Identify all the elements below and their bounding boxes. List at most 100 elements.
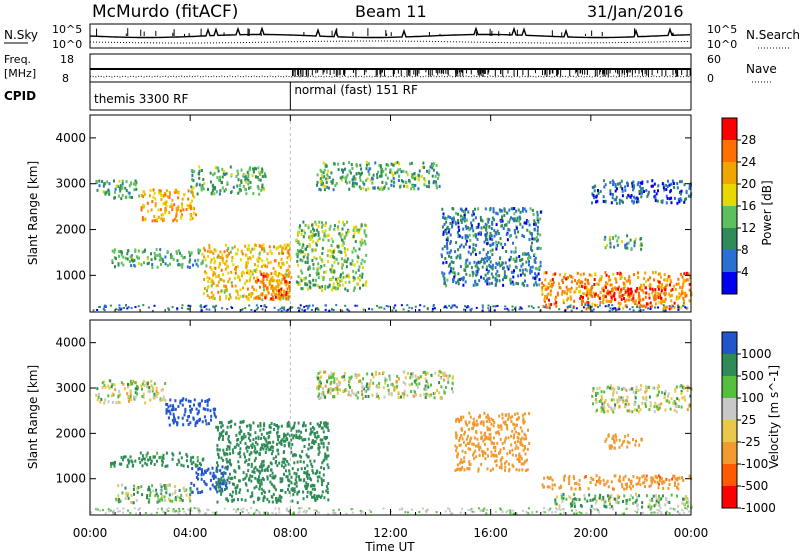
scatter-cell <box>508 264 511 268</box>
scatter-cell <box>309 230 312 234</box>
scatter-cell <box>342 168 345 172</box>
scatter-cell <box>252 438 255 441</box>
scatter-cell <box>634 289 637 293</box>
scatter-cell <box>531 237 534 241</box>
scatter-cell <box>161 494 163 498</box>
scatter-cell <box>253 288 255 291</box>
scatter-cell <box>246 271 249 275</box>
ground-scatter-cell <box>298 309 301 312</box>
ground-scatter-cell <box>283 308 286 311</box>
scatter-cell <box>528 260 530 263</box>
scatter-cell <box>309 427 312 431</box>
ground-scatter-cell <box>414 305 417 308</box>
scatter-cell <box>239 441 242 445</box>
scatter-cell <box>567 296 570 300</box>
scatter-cell <box>256 184 259 188</box>
scatter-cell <box>118 250 121 253</box>
scatter-cell <box>197 248 200 252</box>
scatter-cell <box>657 184 660 188</box>
scatter-cell <box>257 178 260 182</box>
scatter-cell <box>312 483 315 487</box>
ground-scatter-cell <box>115 308 118 311</box>
scatter-cell <box>651 271 654 275</box>
scatter-cell <box>325 181 328 184</box>
scatter-cell <box>361 272 364 276</box>
scatter-cell <box>662 286 665 290</box>
scatter-cell <box>320 494 323 498</box>
scatter-cell <box>177 196 180 200</box>
scatter-cell <box>440 253 443 257</box>
scatter-cell <box>206 403 209 407</box>
scatter-cell <box>301 271 304 275</box>
scatter-cell <box>260 465 263 469</box>
scatter-cell <box>325 457 328 461</box>
scatter-cell <box>204 482 207 486</box>
scatter-cell <box>603 238 606 241</box>
ground-scatter-cell <box>260 305 263 307</box>
scatter-cell <box>285 246 288 250</box>
scatter-cell <box>396 170 399 174</box>
ground-scatter-cell <box>226 308 229 310</box>
scatter-cell <box>324 455 327 459</box>
scatter-cell <box>227 280 230 284</box>
scatter-cell <box>490 450 493 454</box>
scatter-cell <box>526 269 529 273</box>
scatter-cell <box>460 277 463 281</box>
scatter-cell <box>223 453 226 457</box>
scatter-cell <box>141 454 144 458</box>
scatter-cell <box>508 234 511 238</box>
scatter-cell <box>238 425 241 429</box>
scatter-cell <box>214 166 217 169</box>
scatter-cell <box>171 499 174 503</box>
ground-scatter-cell <box>205 304 208 307</box>
scatter-cell <box>222 474 225 478</box>
scatter-cell <box>417 187 420 191</box>
scatter-cell <box>325 164 328 168</box>
scatter-cell <box>272 279 275 283</box>
scatter-cell <box>460 243 463 247</box>
scatter-cell <box>439 396 442 400</box>
scatter-cell <box>364 234 367 238</box>
scatter-cell <box>411 372 414 375</box>
scatter-cell <box>669 278 672 282</box>
scatter-cell <box>185 398 188 402</box>
scatter-cell <box>260 170 263 174</box>
scatter-cell <box>533 253 536 257</box>
scatter-cell <box>214 475 217 479</box>
scatter-cell <box>291 488 293 492</box>
scatter-cell <box>498 208 501 212</box>
scatter-cell <box>196 412 199 416</box>
scatter-cell <box>369 178 372 182</box>
scatter-cell <box>547 282 550 286</box>
scatter-cell <box>390 383 393 387</box>
scatter-cell <box>629 487 632 491</box>
scatter-cell <box>227 253 229 257</box>
scatter-cell <box>326 487 329 491</box>
scatter-cell <box>414 175 417 179</box>
scatter-cell <box>658 292 661 296</box>
scatter-cell <box>316 386 318 390</box>
scatter-cell <box>153 252 156 255</box>
scatter-cell <box>295 481 298 485</box>
scatter-cell <box>677 282 680 286</box>
scatter-cell <box>432 162 435 166</box>
scatter-cell <box>653 182 656 186</box>
scatter-cell <box>477 267 480 271</box>
scatter-cell <box>371 176 373 180</box>
scatter-cell <box>313 442 316 445</box>
scatter-cell <box>278 289 280 293</box>
scatter-cell <box>484 256 487 260</box>
scatter-cell <box>151 263 154 266</box>
scatter-cell <box>311 223 314 227</box>
scatter-cell <box>156 500 159 504</box>
scatter-cell <box>541 286 544 290</box>
scatter-cell <box>340 238 343 242</box>
scatter-cell <box>329 391 332 395</box>
scatter-cell <box>283 460 286 464</box>
scatter-cell <box>514 441 517 444</box>
scatter-cell <box>641 191 643 195</box>
scatter-cell <box>587 487 590 491</box>
scatter-cell <box>449 233 452 237</box>
ground-scatter-cell <box>392 306 395 309</box>
